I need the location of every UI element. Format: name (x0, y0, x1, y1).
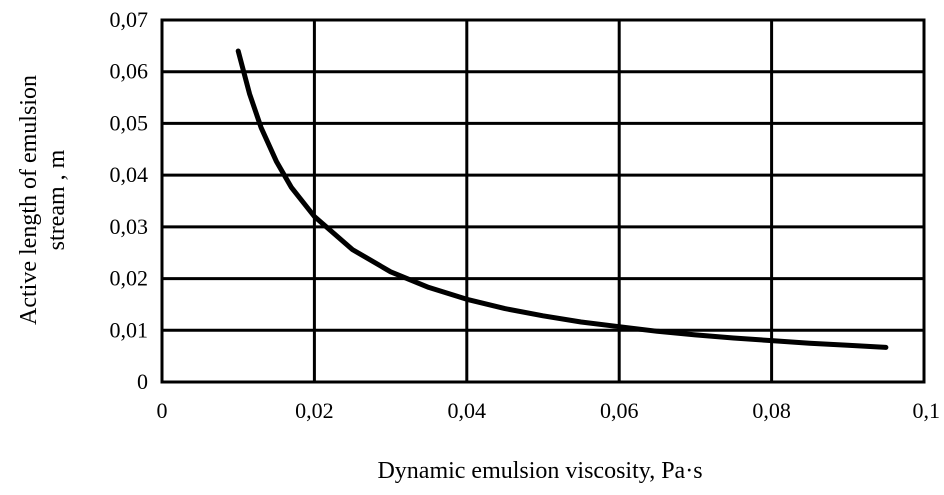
y-tick-label: 0,04 (110, 162, 149, 187)
y-tick-label: 0,01 (110, 317, 149, 342)
y-tick-label: 0 (137, 369, 148, 394)
x-tick-label: 0,04 (448, 398, 487, 423)
x-tick-label: 0,1 (913, 398, 941, 423)
x-tick-label: 0,08 (752, 398, 791, 423)
x-tick-label: 0,06 (600, 398, 639, 423)
y-tick-label: 0,06 (110, 59, 149, 84)
y-tick-labels: 0 0,01 0,02 0,03 0,04 0,05 0,06 0,07 (110, 7, 149, 394)
plot-frame (160, 18, 926, 384)
y-tick-label: 0,03 (110, 214, 149, 239)
series-line (235, 48, 889, 350)
y-axis-label-line-1: Active length of emulsion (16, 75, 42, 325)
y-tick-label: 0,05 (110, 110, 149, 135)
y-tick-label: 0,07 (110, 7, 149, 32)
x-axis-label: Dynamic emulsion viscosity, Pa·s (377, 458, 702, 484)
y-axis-label-line-2: stream , m (44, 149, 70, 250)
x-tick-labels: 0 0,02 0,04 0,06 0,08 0,1 (157, 398, 941, 423)
y-tick-label: 0,02 (110, 266, 149, 291)
x-tick-label: 0 (157, 398, 168, 423)
x-tick-label: 0,02 (295, 398, 334, 423)
grid (160, 18, 926, 384)
